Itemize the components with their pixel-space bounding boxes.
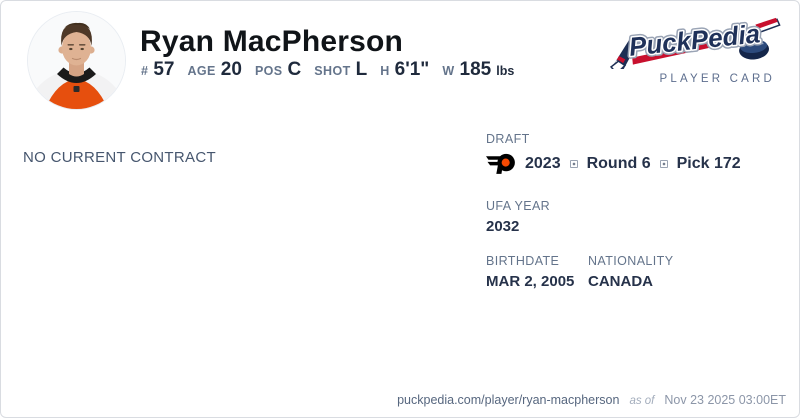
player-avatar bbox=[27, 11, 126, 110]
draft-round: Round 6 bbox=[586, 154, 651, 172]
ufa-year-label: UFA YEAR bbox=[486, 199, 551, 213]
ufa-year-section: UFA YEAR 2032 bbox=[486, 199, 550, 235]
ufa-year-value: 2032 bbox=[486, 218, 520, 235]
puckpedia-logo-icon[interactable]: PuckPedia PuckPedia bbox=[607, 11, 783, 69]
nationality-label: NATIONALITY bbox=[588, 254, 674, 268]
stat-position: POS C bbox=[255, 59, 301, 81]
draft-label: DRAFT bbox=[486, 132, 530, 146]
stat-height: H 6'1" bbox=[380, 59, 429, 81]
stat-shot: SHOT L bbox=[314, 59, 367, 81]
stat-value: L bbox=[355, 59, 368, 80]
player-name: Ryan MacPherson bbox=[140, 25, 404, 58]
separator-icon bbox=[659, 159, 668, 168]
stat-label: SHOT bbox=[314, 64, 351, 78]
footer-timestamp: Nov 23 2025 03:00ET bbox=[664, 393, 786, 407]
stat-label: # bbox=[141, 64, 149, 78]
player-card-tagline: PLAYER CARD bbox=[659, 73, 775, 85]
stat-value: 185 bbox=[459, 59, 492, 80]
birthdate-section: BIRTHDATE MAR 2, 2005 bbox=[486, 254, 574, 290]
stat-label: POS bbox=[254, 64, 283, 78]
stat-label: H bbox=[380, 64, 390, 78]
as-of-text: as of bbox=[629, 395, 655, 407]
player-stats-row: # 57 AGE 20 POS C SHOT L H 6'1" W 185 lb… bbox=[141, 59, 514, 81]
draft-year: 2023 bbox=[525, 154, 561, 172]
brand-block: PuckPedia PuckPedia PLAYER CARD bbox=[607, 11, 783, 89]
player-headshot-icon bbox=[28, 12, 125, 109]
footer-link[interactable]: puckpedia.com/player/ryan-macpherson bbox=[397, 393, 620, 407]
stat-age: AGE 20 bbox=[188, 59, 242, 81]
draft-pick: Pick 172 bbox=[676, 154, 741, 172]
stat-value: 57 bbox=[153, 59, 175, 80]
flyers-team-logo-icon bbox=[486, 153, 516, 174]
stat-jersey-number: # 57 bbox=[141, 59, 175, 81]
nationality-section: NATIONALITY CANADA bbox=[588, 254, 673, 290]
separator-icon bbox=[569, 159, 578, 168]
draft-row: 2023 Round 6 Pick 172 bbox=[486, 153, 741, 174]
stat-weight: W 185 lbs bbox=[442, 59, 514, 81]
birthdate-label: BIRTHDATE bbox=[486, 254, 560, 268]
stat-value: 20 bbox=[220, 59, 242, 80]
nationality-value: CANADA bbox=[588, 273, 653, 290]
stat-unit: lbs bbox=[496, 64, 515, 78]
birthdate-value: MAR 2, 2005 bbox=[486, 273, 575, 290]
stat-label: AGE bbox=[187, 64, 216, 78]
draft-section: DRAFT 2023 Round 6 Pick 172 bbox=[486, 132, 741, 174]
contract-status: NO CURRENT CONTRACT bbox=[23, 149, 216, 166]
stat-value: 6'1" bbox=[394, 59, 430, 80]
footer: puckpedia.com/player/ryan-macpherson as … bbox=[397, 393, 786, 407]
stat-value: C bbox=[287, 59, 302, 80]
stat-label: W bbox=[442, 64, 455, 78]
